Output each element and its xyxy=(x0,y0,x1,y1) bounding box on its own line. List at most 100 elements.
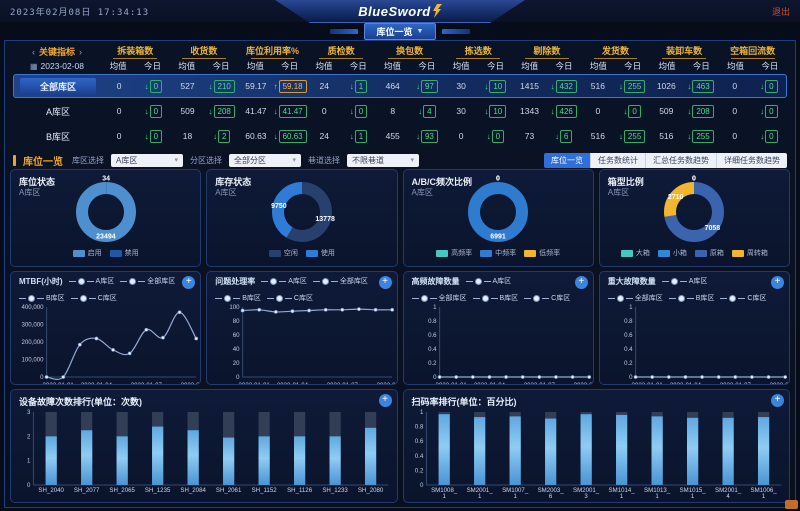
legend-item[interactable]: C库区 xyxy=(524,293,570,303)
metric-subheaders: 均值 今日 xyxy=(238,60,307,72)
metric-title-underline xyxy=(662,58,707,59)
expand-button[interactable]: + xyxy=(771,276,784,289)
today-badge: 0 xyxy=(354,104,368,118)
filter-select[interactable]: 不限巷道 ▾ xyxy=(347,153,419,167)
chart-tab[interactable]: 汇总任务数趋势 xyxy=(646,152,717,168)
legend-item[interactable]: 低频率 xyxy=(524,248,560,258)
expand-button[interactable]: + xyxy=(182,276,196,289)
legend-swatch xyxy=(305,249,318,257)
metric-cell: 60.63 ↓ 60.63 xyxy=(239,129,307,143)
metric-cell: 41.47 ↓ 41.47 xyxy=(239,104,307,118)
subheader-label: 今日 xyxy=(624,61,642,71)
legend-item[interactable]: 周转箱 xyxy=(731,248,768,258)
legend-label: 启用 xyxy=(87,250,102,258)
next-icon[interactable]: › xyxy=(79,46,82,57)
arrow-down-icon: ↓ xyxy=(550,81,555,91)
metric-column-title: 拆装箱数 xyxy=(101,44,170,59)
legend-item[interactable]: 启用 xyxy=(72,248,102,258)
subheader-label: 均值 xyxy=(246,61,264,71)
legend-dot-icon xyxy=(677,294,685,302)
indicator-row[interactable]: A库区 0 ↓ 0 509 ↓ 208 41.47 ↓ 41.47 0 ↓ 0 8 ↓ 4 30 ↓ 10 1343 ↓… xyxy=(13,99,787,123)
arrow-down-icon: ↓ xyxy=(212,131,217,141)
legend-item[interactable]: B库区 xyxy=(472,293,518,303)
legend-item[interactable]: 空闲 xyxy=(268,248,298,258)
legend-dot-icon xyxy=(729,294,737,302)
legend-line-icon xyxy=(524,297,532,299)
svg-text:SM1007_1: SM1007_ 1 xyxy=(502,488,529,500)
bar-card: 设备故障次数排行(单位：次数) +3 2 1 0 SH_2040 SH_2077 SH_206… xyxy=(10,389,398,503)
filter-select[interactable]: 全部分区 ▾ xyxy=(229,153,301,167)
legend-item[interactable]: A库区 xyxy=(68,276,114,286)
legend-label: 全部库区 xyxy=(339,278,368,285)
line-card: MTBF(小时) A库区 全部库区 B库区 C库区 +400,000 300,000 200,… xyxy=(10,271,202,385)
legend-item[interactable]: 全部库区 xyxy=(312,276,368,286)
avg-value: 24 xyxy=(319,131,330,141)
svg-text:SM2003_6: SM2003_ 6 xyxy=(537,488,564,500)
prev-icon[interactable]: ‹ xyxy=(31,46,35,57)
legend-item[interactable]: 中频率 xyxy=(480,248,516,258)
legend-item[interactable]: C库区 xyxy=(266,293,313,303)
subheader-label: 今日 xyxy=(418,61,436,71)
legend-line-icon xyxy=(720,297,728,299)
indicator-row[interactable]: 全部库区 0 ↓ 0 527 ↓ 210 59.17 ↑ 59.18 24 ↓ 1 464 ↓ 97 30 ↓ 10… xyxy=(13,74,787,98)
legend-item[interactable]: B库区 xyxy=(215,293,261,303)
legend-item[interactable]: B库区 xyxy=(668,293,714,303)
metric-cell: 0 ↓ 0 xyxy=(718,79,786,93)
chart-tab[interactable]: 库位一览 xyxy=(544,152,591,168)
logout-button[interactable]: 退出 xyxy=(771,6,790,17)
legend-item[interactable]: C库区 xyxy=(720,293,766,303)
legend-item[interactable]: 原箱 xyxy=(694,248,724,258)
svg-text:2023-01-01: 2023-01-01 xyxy=(631,383,663,385)
chart-tab[interactable]: 任务数统计 xyxy=(591,152,646,168)
donut-body: 13778 9750 空闲 使用 xyxy=(207,170,396,266)
legend-item[interactable]: 禁用 xyxy=(109,248,139,258)
subheader-label: 均值 xyxy=(589,61,607,71)
avg-value: 464 xyxy=(385,81,400,91)
date-picker[interactable]: ▦ 2023-02-08 xyxy=(13,61,101,71)
avg-value: 509 xyxy=(659,106,674,116)
today-badge: 4 xyxy=(423,104,436,118)
arrow-down-icon: ↓ xyxy=(623,106,628,116)
svg-text:200,000: 200,000 xyxy=(22,340,45,346)
legend-item[interactable]: C库区 xyxy=(70,293,117,303)
indicator-row[interactable]: B库区 0 ↓ 0 18 ↓ 2 60.63 ↓ 60.63 24 ↓ 1 455 ↓ 93 0 ↓ 0 73 ↓ 6 51… xyxy=(13,124,787,148)
legend-label: C库区 xyxy=(293,295,313,302)
legend-item[interactable]: B库区 xyxy=(19,293,65,303)
expand-button[interactable]: + xyxy=(378,276,392,289)
legend-line-icon xyxy=(215,297,223,299)
metric-cell: 30 ↓ 10 xyxy=(444,79,512,93)
legend-item[interactable]: A库区 xyxy=(261,276,307,286)
expand-button[interactable]: + xyxy=(574,276,588,289)
metric-column-title: 收货数 xyxy=(170,44,239,59)
view-selector[interactable]: 库位一览 ▼ xyxy=(363,22,437,40)
filter-select[interactable]: A库区 ▾ xyxy=(111,153,183,167)
chart-tab[interactable]: 详细任务数趋势 xyxy=(717,152,787,168)
legend-dot-icon xyxy=(28,294,35,302)
metric-cell: 0 ↓ 0 xyxy=(718,104,786,118)
legend-item[interactable]: 全部库区 xyxy=(607,293,663,303)
today-value: ↓ 208 xyxy=(205,104,239,118)
expand-button[interactable]: + xyxy=(378,394,392,407)
svg-text:1: 1 xyxy=(419,410,423,416)
legend-item[interactable]: 大箱 xyxy=(620,248,650,258)
legend-item[interactable]: 全部库区 xyxy=(411,293,467,303)
legend-swatch xyxy=(480,249,493,257)
today-badge: 0 xyxy=(149,129,163,143)
metric-column-title: 换包数 xyxy=(375,44,444,59)
today-value: ↓ 0 xyxy=(136,79,170,93)
main-panel: ‹ 关键指标 › 拆装箱数 收货数 库位利用率% 质检数 换包数 拣选数 剔除数 发货数 装卸车数 空箱… xyxy=(4,40,796,508)
svg-text:300,000: 300,000 xyxy=(22,323,45,329)
legend-item[interactable]: A库区 xyxy=(465,276,511,286)
legend-item[interactable]: 全部库区 xyxy=(120,276,175,286)
line-chart: 400,000 300,000 200,000 100,000 0 2023-01-01 2… xyxy=(22,305,201,384)
legend-item[interactable]: 使用 xyxy=(305,248,335,258)
expand-button[interactable]: + xyxy=(771,394,784,407)
legend-item[interactable]: A库区 xyxy=(661,276,707,286)
subheader-label: 均值 xyxy=(178,61,196,71)
legend-item[interactable]: 小箱 xyxy=(657,248,687,258)
today-badge: 10 xyxy=(489,79,507,93)
metric-cell: 464 ↓ 97 xyxy=(376,79,444,93)
legend-item[interactable]: 高频率 xyxy=(436,248,472,258)
metric-title-underline xyxy=(456,58,501,59)
